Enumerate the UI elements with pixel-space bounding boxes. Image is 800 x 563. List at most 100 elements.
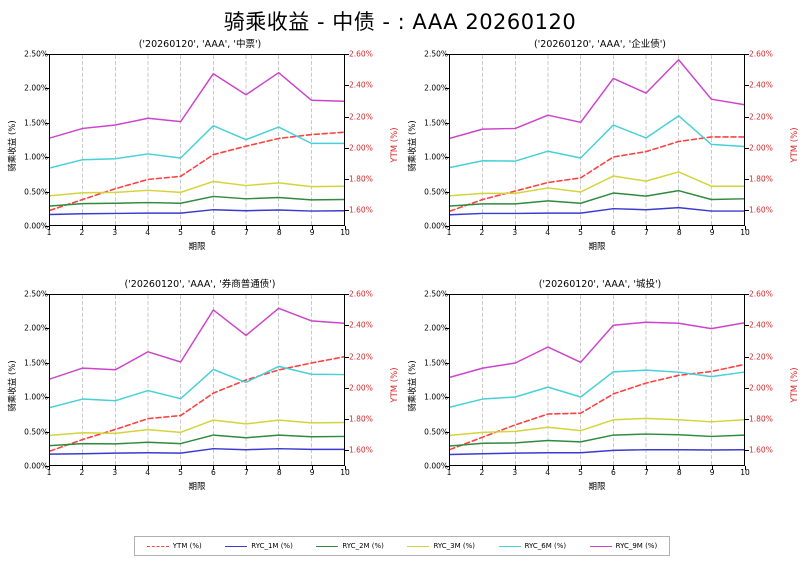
x-axis-tick-mark [279,466,281,470]
y-axis-left-tick-label: 1.50% [24,118,48,128]
legend-item[interactable]: RYC_9M (%) [589,542,657,550]
y-axis-right-tick-label: 2.00% [749,143,773,153]
legend-line-icon [146,545,169,547]
x-axis-tick-mark [147,466,149,470]
x-axis-tick-mark [679,226,681,230]
x-axis-tick-label: 6 [611,228,616,237]
chart-legend: YTM (%) RYC_1M (%) RYC_2M (%) RYC_3M (%) RYC… [134,536,670,556]
y-axis-right-tick-label: 2.00% [349,143,373,153]
y-axis-right-tick-mark [745,419,749,421]
y-axis-left-tick-mark [45,54,49,55]
y-axis-right-tick-mark [345,294,349,295]
x-axis-tick-mark [345,466,346,470]
y-axis-left-tick-label: 2.00% [24,323,48,333]
y-axis-left-tick-mark [445,191,449,193]
y-axis-right-tick-label: 2.60% [749,49,773,59]
x-axis-tick-label: 6 [611,468,616,477]
x-axis-tick-mark [613,466,615,470]
x-axis-tick-mark [481,466,483,470]
y-axis-left-label: 骑乘收益 (%) [408,360,418,412]
y-axis-right-tick-label: 2.20% [349,112,373,122]
y-axis-right-tick-label: 2.40% [749,320,773,330]
subplot-3: ('20260120', 'AAA', '城投') 0.00% 0.50% 1.00%… [400,274,800,514]
y-axis-right-tick-label: 1.60% [349,205,373,215]
x-axis-tick-label: 6 [211,468,216,477]
y-axis-left-tick-mark [445,88,449,90]
y-axis-left-tick-mark [45,431,49,433]
y-axis-right-label: YTM (%) [790,127,800,163]
y-axis-right-tick-label: 1.60% [749,205,773,215]
legend-label: YTM (%) [172,542,202,550]
x-axis-tick-label: 10 [340,468,350,477]
y-axis-left-tick-mark [445,54,449,55]
legend-item[interactable]: YTM (%) [146,542,202,550]
x-axis-tick-mark [547,466,549,470]
x-axis-tick-label: 8 [676,228,682,237]
subplot-0: ('20260120', 'AAA', '中票') 0.00% 0.50% 1.00%… [0,34,400,274]
x-axis-tick-label: 3 [112,228,118,237]
x-axis-tick-label: 7 [243,228,249,237]
legend-line-icon [498,545,521,547]
y-axis-right-tick-label: 2.20% [749,352,773,362]
y-axis-right-tick-mark [745,147,749,149]
y-axis-left-tick-label: 2.00% [424,83,448,93]
legend-item[interactable]: RYC_1M (%) [225,542,293,550]
y-axis-right-label: YTM (%) [390,127,400,163]
y-axis-left-tick-label: 2.00% [24,83,48,93]
y-axis-right-tick-mark [745,356,749,358]
x-axis-tick-label: 9 [309,228,315,237]
y-axis-right-tick-label: 2.40% [349,80,373,90]
subplot-title: ('20260120', 'AAA', '券商普通债') [124,279,276,290]
x-axis-tick-label: 7 [643,468,649,477]
legend-item[interactable]: RYC_6M (%) [498,542,566,550]
x-axis-tick-mark [279,226,281,230]
x-axis-tick-label: 4 [145,228,151,237]
x-axis-tick-label: 8 [276,468,282,477]
x-axis-tick-mark [712,466,714,470]
y-axis-right-tick-mark [745,116,749,118]
x-axis-tick-label: 5 [178,468,183,477]
y-axis-left-tick-label: 2.50% [24,289,48,299]
subplot-1: ('20260120', 'AAA', '企业债') 0.00% 0.50% 1.00… [400,34,800,274]
x-axis-tick-label: 9 [709,228,715,237]
y-axis-right-tick-mark [345,116,349,118]
x-axis-tick-mark [745,466,746,470]
x-axis-tick-mark [613,226,615,230]
subplot-title: ('20260120', 'AAA', '企业债') [533,39,667,50]
x-axis-tick-mark [81,226,83,230]
plot-area [449,294,745,466]
x-axis-tick-mark [679,466,681,470]
x-axis-tick-label: 4 [545,468,551,477]
x-axis-tick-mark [345,226,346,230]
y-axis-left-tick-mark [45,226,49,227]
legend-item[interactable]: RYC_3M (%) [407,542,475,550]
x-axis-tick-label: 1 [446,468,452,477]
legend-label: RYC_1M (%) [251,542,293,550]
x-axis-label: 期限 [588,242,606,252]
y-axis-left-tick-label: 0.00% [424,221,448,231]
y-axis-left-tick-mark [45,328,49,330]
x-axis-tick-mark [49,226,50,230]
y-axis-right-tick-mark [345,210,349,212]
x-axis-tick-label: 10 [740,468,750,477]
y-axis-right-tick-mark [745,210,749,212]
y-axis-left-tick-label: 1.00% [24,392,48,402]
page-title: 骑乘收益 - 中债 - : AAA 20260120 [223,10,577,34]
plot-area [49,294,345,466]
x-axis-tick-label: 2 [79,468,85,477]
x-axis-tick-mark [646,466,648,470]
x-axis-tick-mark [180,226,182,230]
x-axis-tick-label: 1 [46,468,52,477]
y-axis-right-tick-mark [745,54,749,55]
y-axis-left-tick-label: 0.00% [24,221,48,231]
y-axis-right-tick-mark [345,179,349,181]
y-axis-left-label: 骑乘收益 (%) [408,120,418,172]
legend-item[interactable]: RYC_2M (%) [316,542,384,550]
x-axis-tick-mark [246,466,248,470]
x-axis-tick-label: 6 [211,228,216,237]
subplot-title: ('20260120', 'AAA', '中票') [138,39,262,50]
x-axis-tick-label: 5 [578,228,583,237]
legend-label: RYC_3M (%) [433,542,475,550]
x-axis-tick-mark [114,466,116,470]
y-axis-right-tick-mark [345,356,349,358]
